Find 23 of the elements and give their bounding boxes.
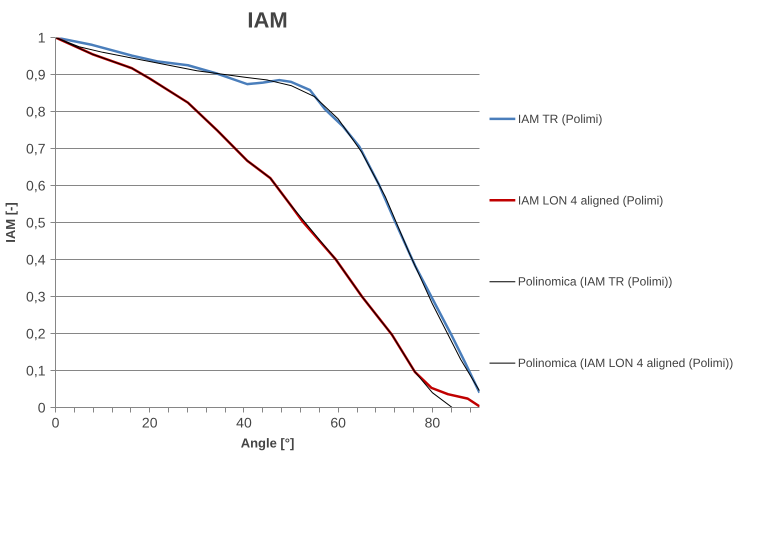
legend-label: Polinomica (IAM LON 4 aligned (Polimi))	[518, 356, 734, 370]
legend-label: IAM TR (Polimi)	[518, 112, 602, 126]
y-tick-label: 0	[38, 400, 46, 416]
chart-title: IAM	[247, 8, 288, 32]
legend-label: IAM LON 4 aligned (Polimi)	[518, 193, 664, 208]
y-tick-label: 1	[38, 30, 46, 46]
y-tick-label: 0,7	[26, 140, 46, 156]
x-tick-label: 60	[330, 414, 346, 430]
x-axis-title: Angle [°]	[240, 436, 294, 450]
legend-label: Polinomica (IAM TR (Polimi))	[518, 274, 672, 289]
y-tick-label: 0,2	[26, 326, 46, 342]
y-tick-label: 0,3	[26, 288, 46, 304]
y-tick-label: 0,5	[26, 214, 46, 230]
y-axis-title: IAM [-]	[3, 202, 18, 243]
x-tick-label: 40	[236, 414, 252, 430]
y-tick-label: 0,4	[26, 252, 46, 268]
y-tick-label: 0,1	[26, 362, 46, 378]
x-tick-label: 20	[142, 414, 158, 430]
y-tick-label: 0,8	[26, 104, 46, 120]
y-tick-label: 0,9	[26, 66, 46, 82]
x-tick-label: 80	[424, 414, 440, 430]
y-tick-label: 0,6	[26, 178, 46, 194]
x-tick-label: 0	[52, 414, 60, 430]
